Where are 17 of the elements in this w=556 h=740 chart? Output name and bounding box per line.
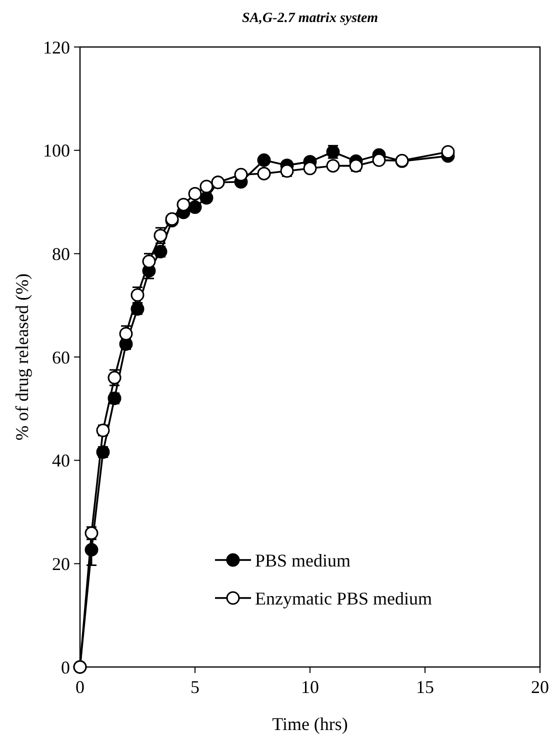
x-tick-label: 20 bbox=[531, 677, 549, 697]
y-tick-label: 120 bbox=[43, 37, 70, 58]
x-tick-label: 10 bbox=[301, 677, 319, 697]
y-tick-label: 40 bbox=[52, 450, 70, 471]
y-tick-label: 20 bbox=[52, 554, 70, 574]
legend-label: PBS medium bbox=[255, 550, 351, 570]
chart-title: SA,G-2.7 matrix system bbox=[242, 11, 378, 26]
x-tick-label: 5 bbox=[190, 677, 200, 697]
legend-label: Enzymatic PBS medium bbox=[255, 588, 432, 608]
x-axis-title: Time (hrs) bbox=[272, 714, 348, 734]
x-tick-label: 15 bbox=[416, 677, 434, 697]
y-tick-label: 100 bbox=[43, 140, 70, 161]
x-tick-label: 0 bbox=[76, 677, 84, 697]
y-tick-label: 60 bbox=[52, 347, 70, 368]
y-tick-label: 80 bbox=[52, 244, 70, 264]
y-tick-label: 0 bbox=[61, 657, 70, 678]
y-axis-title: % of drug released (%) bbox=[12, 274, 32, 440]
